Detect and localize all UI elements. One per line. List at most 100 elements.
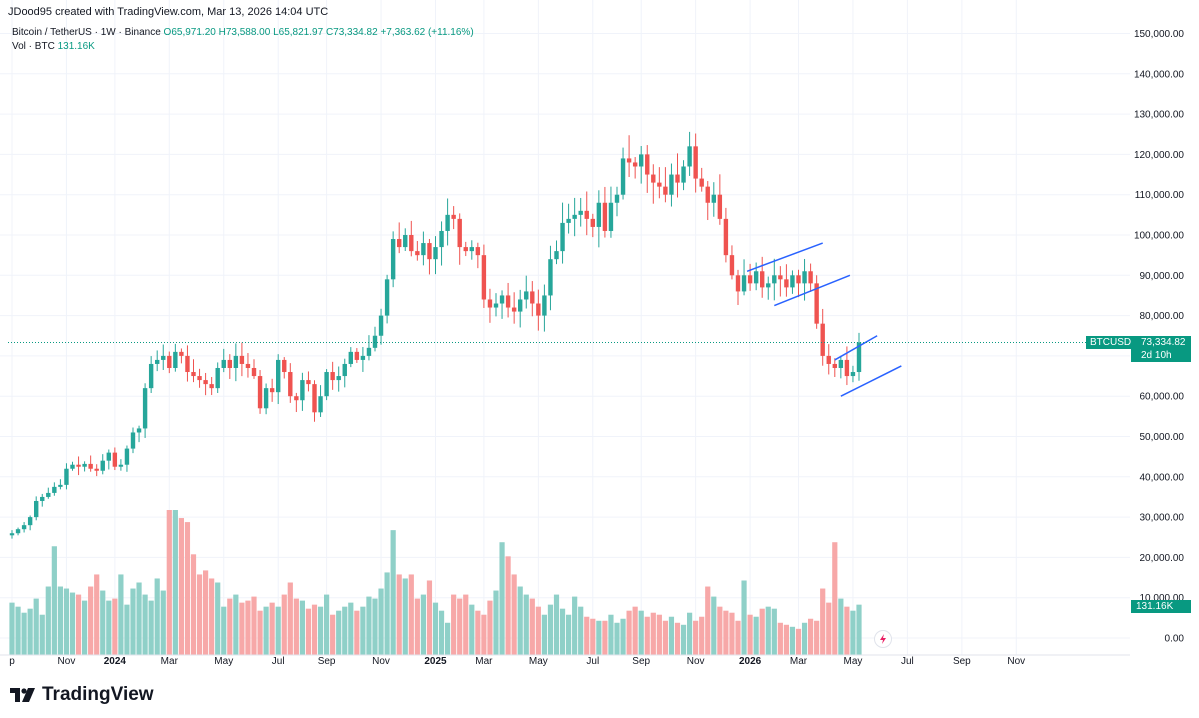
volume-bar (584, 616, 590, 655)
volume-bar (15, 606, 21, 655)
legend-volume: Vol · BTC 131.16K (12, 41, 95, 52)
volume-bar (426, 580, 433, 655)
price-axis[interactable]: 150,000.00 140,000.00 130,000.00 120,000.00… (1134, 29, 1184, 645)
candle-body (276, 359, 281, 393)
volume-bar (372, 598, 378, 655)
volume-bar (124, 604, 130, 655)
candle-body (58, 484, 63, 487)
candle-body (838, 359, 844, 368)
candle-body (15, 529, 21, 534)
last-price-label: 73,334.82 2d 10h (1131, 336, 1191, 362)
volume-bar (112, 598, 118, 655)
candle-body (596, 202, 602, 227)
time-tick-label: Nov (372, 656, 390, 667)
volume-bar (626, 610, 632, 655)
volume-bar (82, 600, 88, 655)
trendline[interactable] (834, 335, 878, 361)
volume-bar (541, 614, 547, 655)
volume-bar (687, 612, 693, 655)
volume-bar (257, 610, 263, 655)
volume-bar (75, 594, 82, 655)
candle-body (378, 315, 384, 336)
candle-body (657, 182, 662, 187)
candle-body (439, 230, 444, 248)
candle-body (118, 464, 124, 467)
candle-body (626, 158, 632, 163)
candle-body (409, 235, 414, 252)
candle-body (699, 178, 704, 187)
candle-body (161, 355, 166, 360)
volume-bar (590, 618, 596, 655)
candle-body (282, 359, 287, 373)
volume-bar (317, 606, 324, 655)
time-tick-label: Mar (790, 656, 808, 667)
candle-body (233, 355, 239, 368)
volume-bar (384, 572, 390, 655)
candle-body (536, 303, 541, 316)
volume-bar (396, 574, 402, 655)
volume-bar (741, 580, 747, 655)
time-tick-label: Sep (953, 656, 971, 667)
volume-bar (650, 612, 656, 655)
candle-body (130, 432, 136, 449)
price-tick-label: 50,000.00 (1140, 432, 1185, 443)
trend-drawings[interactable] (746, 242, 902, 397)
low-value: L65,821.97 (273, 27, 324, 38)
candle-body (741, 275, 747, 292)
volume-bar (535, 606, 541, 655)
lightning-icon[interactable] (874, 630, 892, 648)
tradingview-logo: TradingView (10, 684, 154, 706)
price-tick-label: 110,000.00 (1135, 190, 1185, 201)
volume-bar (420, 594, 426, 655)
candle-body (136, 428, 142, 433)
volume-bar (209, 578, 215, 655)
candle-body (524, 291, 529, 300)
price-tick-label: 40,000.00 (1140, 472, 1185, 483)
volume-bar (699, 616, 705, 655)
candle-body (185, 355, 190, 373)
time-tick-label: Sep (318, 656, 336, 667)
volume-bar (263, 606, 269, 655)
volume-bar (305, 608, 312, 655)
volume-bar (166, 510, 172, 655)
candle-body (263, 388, 269, 409)
price-tick-label: 10,000.00 (1140, 593, 1185, 604)
volume-bar (668, 616, 675, 655)
volume-bar (69, 592, 76, 655)
trendline[interactable] (774, 274, 851, 307)
volume-bars (9, 510, 862, 655)
candle-body (614, 194, 620, 203)
volume-bar (130, 588, 136, 655)
grid-lines (0, 0, 1130, 655)
time-axis[interactable]: p Nov 2024 Mar May Jul Sep Nov 2025 Mar May Jul Sep N… (9, 656, 1025, 667)
volume-bar (723, 610, 729, 655)
volume-bar (45, 586, 51, 655)
volume-bar (142, 594, 148, 655)
created-by-text: JDood95 created with TradingView.com, Ma… (8, 6, 329, 18)
volume-bar (680, 624, 687, 655)
time-tick-label: Jul (901, 656, 914, 667)
candle-body (124, 448, 130, 465)
volume-title[interactable]: Vol · BTC (12, 41, 55, 52)
candle-body (675, 174, 680, 183)
symbol-description[interactable]: Bitcoin / TetherUS · 1W · Binance (12, 27, 161, 38)
volume-bar (572, 596, 578, 655)
candle-body (306, 380, 311, 385)
candle-body (632, 162, 638, 167)
volume-bar (487, 600, 493, 655)
trendline[interactable] (840, 365, 902, 397)
candle-body (433, 247, 438, 260)
volume-bar (801, 622, 808, 655)
candle-body (826, 355, 831, 364)
volume-axis-label: 131.16K (1131, 600, 1191, 613)
candle-body (203, 380, 208, 385)
volume-bar (63, 588, 70, 655)
close-value: C73,334.82 (325, 27, 378, 38)
candle-body (245, 363, 251, 368)
candle-body (802, 271, 807, 284)
candle-body (294, 396, 299, 401)
trendline[interactable] (746, 242, 823, 272)
candle-body (590, 218, 595, 227)
candle-body (312, 384, 317, 413)
